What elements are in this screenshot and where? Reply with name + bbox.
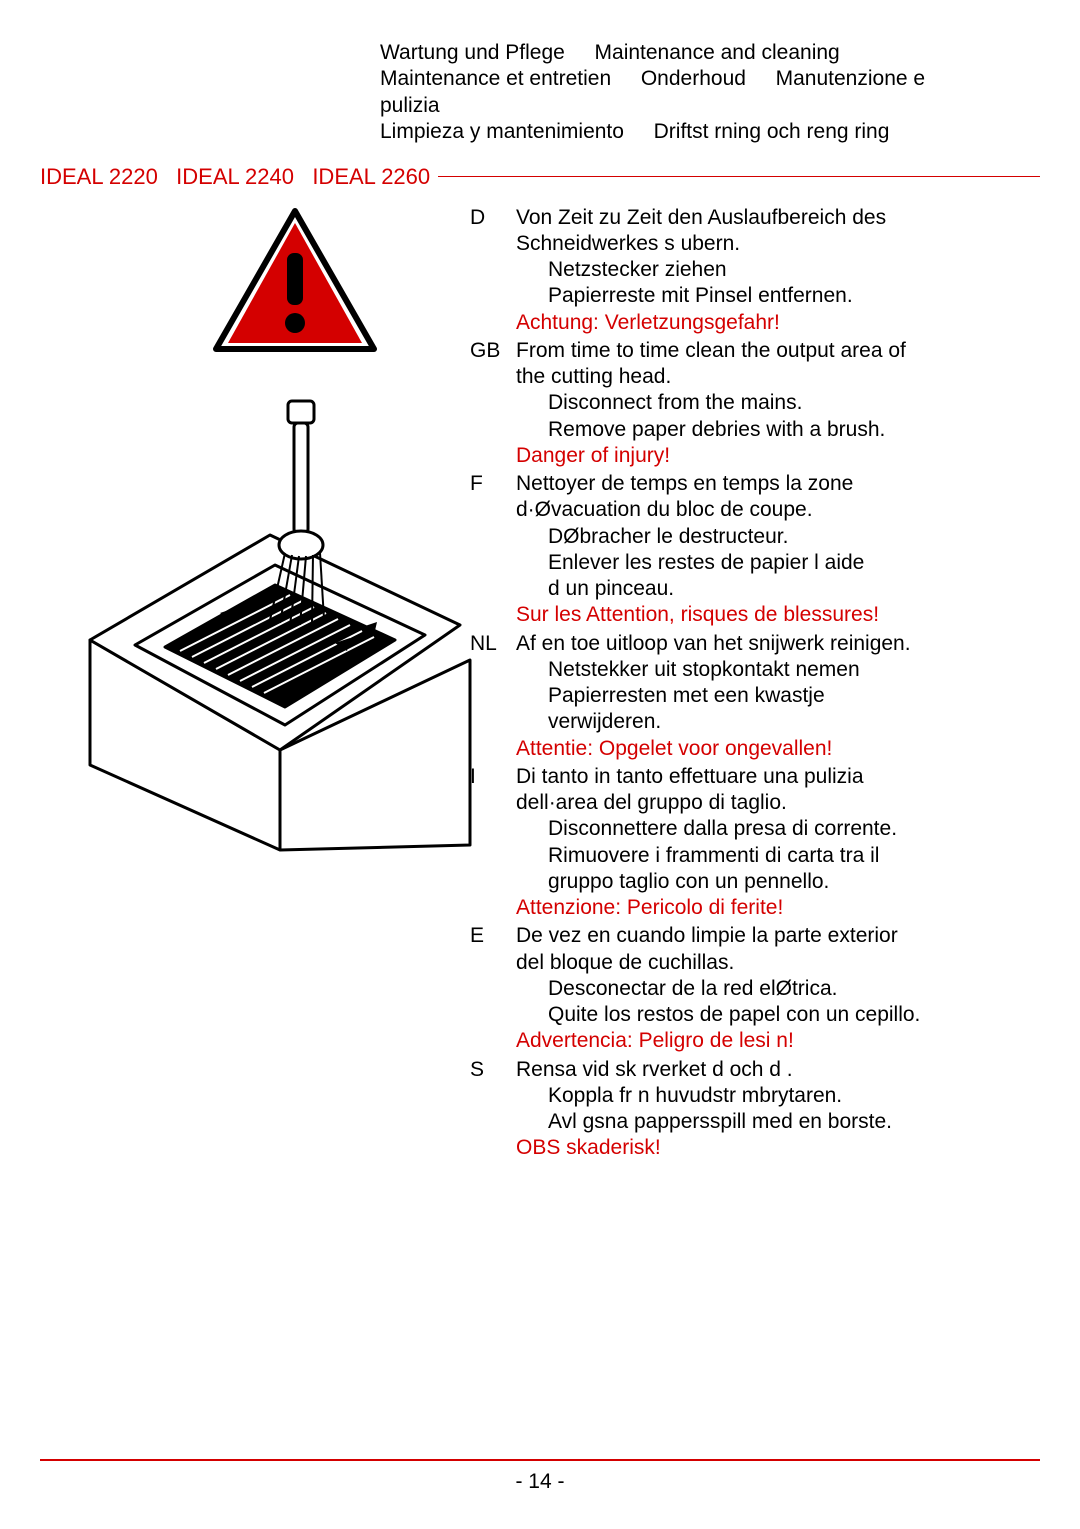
fr-b1: DØbracher le destructeur. <box>548 524 1020 550</box>
de-warning: Achtung: Verletzungsgefahr! <box>516 310 1020 336</box>
entry-fr: F Nettoyer de temps en temps la zone d·Ø… <box>470 471 1020 629</box>
entry-it: I Di tanto in tanto effettuare una puliz… <box>470 764 1020 922</box>
warning-triangle-icon <box>210 205 380 355</box>
se-b1: Koppla fr n huvudstr mbrytaren. <box>548 1083 1020 1109</box>
es-line1: De vez en cuando limpie la parte exterio… <box>516 923 1020 949</box>
entry-es: E De vez en cuando limpie la parte exter… <box>470 923 1020 1054</box>
de-b2: Papierreste mit Pinsel entfernen. <box>548 283 1020 309</box>
it-b2: Rimuovere i frammenti di carta tra il <box>548 843 1020 869</box>
nl-warning: Attentie: Opgelet voor ongevallen! <box>516 736 1020 762</box>
lang-code-it: I <box>470 764 516 790</box>
nl-line1: Af en toe uitloop van het snijwerk reini… <box>516 631 1020 657</box>
models-text: IDEAL 2220 IDEAL 2240 IDEAL 2260 <box>40 163 430 191</box>
hdr-en: Maintenance and cleaning <box>595 41 840 64</box>
hdr-fr: Maintenance et entretien <box>380 67 611 90</box>
gb-line1: From time to time clean the output area … <box>516 338 1020 364</box>
lang-code-gb: GB <box>470 338 516 364</box>
de-line2: Schneidwerkes s ubern. <box>516 231 1020 257</box>
de-line1: Von Zeit zu Zeit den Auslaufbereich des <box>516 205 1020 231</box>
es-b1: Desconectar de la red elØtrica. <box>548 976 1020 1002</box>
hdr-es: Limpieza y mantenimiento <box>380 120 624 143</box>
models-line <box>438 176 1040 177</box>
fr-b3: d un pinceau. <box>548 576 1020 602</box>
gb-line2: the cutting head. <box>516 364 1020 390</box>
hdr-nl: Onderhoud <box>641 67 746 90</box>
it-line1: Di tanto in tanto effettuare una pulizia <box>516 764 1020 790</box>
de-b1: Netzstecker ziehen <box>548 257 1020 283</box>
it-b1: Disconnettere dalla presa di corrente. <box>548 816 1020 842</box>
se-warning: OBS skaderisk! <box>516 1135 1020 1161</box>
nl-b1: Netstekker uit stopkontakt nemen <box>548 657 1020 683</box>
it-warning: Attenzione: Pericolo di ferite! <box>516 895 1020 921</box>
gb-b2: Remove paper debries with a brush. <box>548 417 1020 443</box>
nl-b2: Papierresten met een kwastje <box>548 683 1020 709</box>
es-line2: del bloque de cuchillas. <box>516 950 1020 976</box>
se-line1: Rensa vid sk rverket d och d . <box>516 1057 1020 1083</box>
hdr-de: Wartung und Pflege <box>380 41 565 64</box>
es-warning: Advertencia: Peligro de lesi n! <box>516 1028 1020 1054</box>
lang-code-nl: NL <box>470 631 516 657</box>
header-languages: Wartung und Pflege Maintenance and clean… <box>380 40 980 145</box>
footer-rule <box>40 1459 1040 1461</box>
nl-b3: verwijderen. <box>548 709 1020 735</box>
fr-b2: Enlever les restes de papier l aide <box>548 550 1020 576</box>
se-b2: Avl gsna pappersspill med en borste. <box>548 1109 1020 1135</box>
it-line2: dell·area del gruppo di taglio. <box>516 790 1020 816</box>
es-b2: Quite los restos de papel con un cepillo… <box>548 1002 1020 1028</box>
fr-warning: Sur les Attention, risques de blessures! <box>516 602 1020 628</box>
lang-code-se: S <box>470 1057 516 1083</box>
lang-code-de: D <box>470 205 516 231</box>
lang-code-fr: F <box>470 471 516 497</box>
page-number: - 14 - <box>0 1469 1080 1495</box>
lang-code-es: E <box>470 923 516 949</box>
entry-gb: GB From time to time clean the output ar… <box>470 338 1020 469</box>
it-b3: gruppo taglio con un pennello. <box>548 869 1020 895</box>
gb-b1: Disconnect from the mains. <box>548 390 1020 416</box>
entry-se: S Rensa vid sk rverket d och d . Koppla … <box>470 1057 1020 1162</box>
entry-nl: NL Af en toe uitloop van het snijwerk re… <box>470 631 1020 762</box>
illustration-column <box>40 205 470 855</box>
fr-line1: Nettoyer de temps en temps la zone <box>516 471 1020 497</box>
fr-line2: d·Øvacuation du bloc de coupe. <box>516 497 1020 523</box>
instructions-column: D Von Zeit zu Zeit den Auslaufbereich de… <box>470 205 1040 1164</box>
gb-warning: Danger of injury! <box>516 443 1020 469</box>
hdr-se: Driftst rning och reng ring <box>654 120 890 143</box>
models-row: IDEAL 2220 IDEAL 2240 IDEAL 2260 <box>40 163 1040 191</box>
shredder-illustration <box>80 395 490 855</box>
entry-de: D Von Zeit zu Zeit den Auslaufbereich de… <box>470 205 1020 336</box>
